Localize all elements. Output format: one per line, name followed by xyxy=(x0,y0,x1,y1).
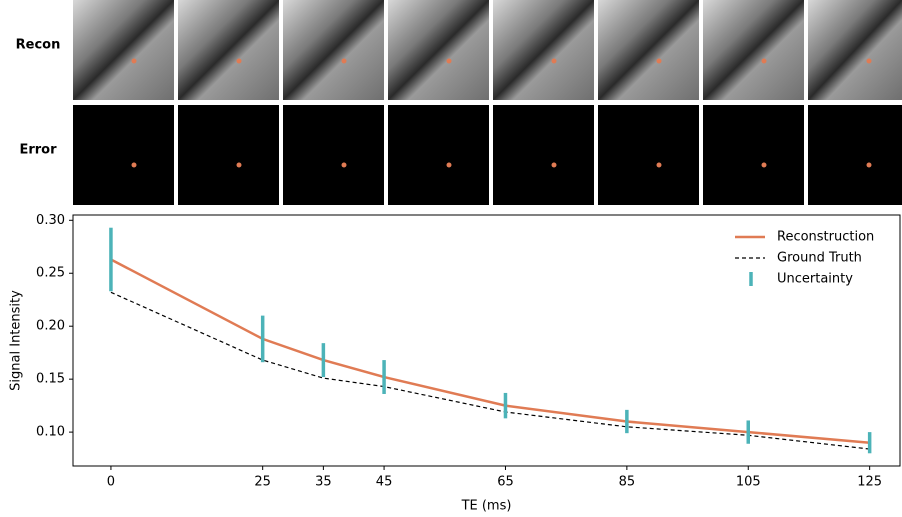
legend-label: Reconstruction xyxy=(777,230,874,245)
y-axis-label: Signal Intensity xyxy=(9,290,24,391)
probe-dot xyxy=(236,162,242,168)
y-tick-label: 0.15 xyxy=(36,372,65,387)
x-tick-label: 45 xyxy=(376,475,393,490)
probe-dot xyxy=(656,162,662,168)
recon-image xyxy=(703,0,804,100)
error-image xyxy=(493,105,594,205)
y-tick-label: 0.20 xyxy=(36,319,65,334)
probe-dot xyxy=(866,58,872,64)
plot: 0.10 0.15 0.20 0.25 0.30 0 25 35 45 65 85 105 125 TE … xyxy=(9,213,901,514)
y-tick-label: 0.30 xyxy=(36,213,65,228)
probe-dot xyxy=(131,58,137,64)
reconstruction-line xyxy=(110,258,870,444)
x-tick-label: 105 xyxy=(736,475,761,490)
row-label: Recon xyxy=(16,38,61,53)
probe-dot xyxy=(446,162,452,168)
probe-dot xyxy=(761,58,767,64)
probe-dot xyxy=(341,58,347,64)
probe-dot xyxy=(866,162,872,168)
x-tick-label: 65 xyxy=(497,475,514,490)
x-tick-label: 125 xyxy=(857,475,882,490)
row-label: Error xyxy=(19,143,57,158)
legend-label: Ground Truth xyxy=(777,251,862,266)
error-image xyxy=(178,105,279,205)
error-image xyxy=(283,105,384,205)
probe-dot xyxy=(761,162,767,168)
x-tick-label: 25 xyxy=(254,475,271,490)
probe-dot xyxy=(446,58,452,64)
probe-dot xyxy=(551,162,557,168)
error-image xyxy=(388,105,489,205)
recon-image xyxy=(73,0,174,100)
recon-image xyxy=(493,0,594,100)
probe-dot xyxy=(551,58,557,64)
recon-image xyxy=(598,0,699,100)
error-image xyxy=(808,105,902,205)
y-tick-label: 0.10 xyxy=(36,425,65,440)
recon-image xyxy=(178,0,279,100)
y-tick-label: 0.25 xyxy=(36,266,65,281)
error-image xyxy=(73,105,174,205)
recon-image xyxy=(283,0,384,100)
x-axis-label: TE (ms) xyxy=(461,499,512,514)
probe-dot xyxy=(656,58,662,64)
x-tick-label: 85 xyxy=(619,475,636,490)
x-tick-label: 0 xyxy=(107,475,115,490)
recon-image xyxy=(388,0,489,100)
plot-frame xyxy=(72,214,901,467)
x-tick-label: 35 xyxy=(315,475,332,490)
probe-dot xyxy=(131,162,137,168)
probe-dot xyxy=(236,58,242,64)
image-grid xyxy=(73,0,902,205)
error-image xyxy=(703,105,804,205)
legend-label: Uncertainty xyxy=(777,272,853,287)
error-image xyxy=(598,105,699,205)
probe-dot xyxy=(341,162,347,168)
recon-image xyxy=(808,0,902,100)
ground-truth-line xyxy=(110,291,870,450)
